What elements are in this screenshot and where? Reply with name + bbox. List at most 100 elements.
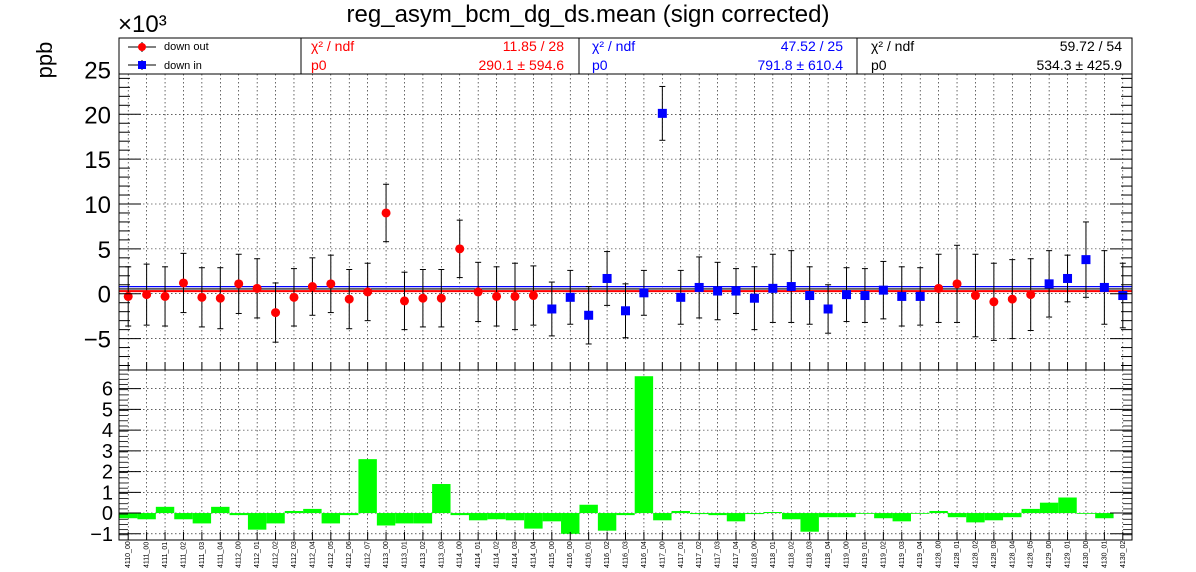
residual-bar	[229, 513, 248, 516]
y-tick-label: −5	[84, 327, 111, 354]
x-tick-label: 4116_00	[567, 541, 574, 568]
x-tick-label: 4115_00	[549, 541, 556, 568]
residual-bar	[1039, 502, 1059, 514]
y-tick-label: 15	[84, 147, 111, 174]
stats-red-chi-label: χ² / ndf	[311, 38, 354, 54]
x-tick-label: 4130_00	[1083, 541, 1090, 568]
data-point-down-in	[860, 291, 870, 301]
bottom-bars	[119, 376, 1114, 534]
x-tick-label: 4116_02	[604, 541, 611, 568]
data-point-down-out	[473, 287, 483, 297]
data-point-down-out	[510, 291, 520, 301]
data-point-down-in	[713, 286, 723, 296]
x-tick-label: 4128_05	[1028, 541, 1035, 568]
y-tick-label: 4	[102, 420, 113, 442]
data-point-down-out	[989, 297, 999, 307]
y-tick-label: 1	[102, 482, 113, 504]
residual-bar	[579, 504, 598, 514]
x-tick-label: 4110_00	[125, 541, 132, 568]
data-point-down-in	[842, 290, 852, 300]
x-tick-label: 4114_03	[512, 541, 519, 568]
x-tick-label: 4129_00	[1046, 541, 1053, 568]
y-tick-label: 0	[98, 282, 111, 309]
data-point-down-in	[805, 291, 815, 301]
x-tick-label: 4128_02	[972, 541, 979, 568]
x-tick-label: 4119_01	[862, 541, 869, 568]
y-tick-label: 6	[102, 379, 113, 401]
data-point-down-out	[1026, 290, 1036, 300]
residual-bar	[137, 513, 156, 520]
x-tick-label: 4119_03	[899, 541, 906, 568]
y-axis-label: ppb	[32, 42, 57, 79]
stats-black-chi-label: χ² / ndf	[871, 38, 914, 54]
y-tick-label: 3	[102, 441, 113, 463]
residual-bar	[874, 513, 893, 519]
y-tick-label: 25	[84, 57, 111, 84]
data-point-down-in	[1063, 273, 1073, 283]
data-point-down-out	[252, 283, 262, 293]
x-tick-label: 4111_01	[162, 542, 169, 568]
residual-bar	[413, 513, 433, 524]
x-tick-label: 4117_03	[715, 541, 722, 568]
data-point-down-in	[565, 292, 575, 302]
chart-title: reg_asym_bcm_dg_ds.mean (sign corrected)	[347, 1, 830, 28]
data-point-down-in	[731, 286, 741, 296]
data-point-down-in	[602, 273, 612, 283]
data-point-down-in	[657, 108, 667, 118]
legend-marker-down-in	[138, 61, 146, 69]
data-point-down-out	[418, 293, 428, 303]
stats-red-p-value: 290.1 ± 594.6	[478, 57, 564, 73]
data-point-down-in	[639, 288, 649, 298]
x-tick-label: 4117_02	[696, 541, 703, 568]
y-tick-label: 5	[98, 237, 111, 264]
x-tick-label: 4118_03	[807, 541, 814, 568]
data-point-down-out	[970, 291, 980, 301]
residual-bar	[321, 513, 341, 524]
data-point-down-out	[344, 294, 354, 304]
residual-bar	[597, 513, 617, 531]
residual-bar	[800, 513, 819, 532]
x-tick-label: 4119_00	[844, 541, 851, 568]
data-point-down-out	[160, 291, 170, 301]
data-point-down-in	[823, 304, 833, 314]
residual-bar	[468, 513, 488, 521]
x-tick-label: 4114_00	[457, 541, 464, 568]
residual-bar	[247, 513, 267, 530]
data-point-down-in	[1099, 282, 1109, 292]
residual-bar	[745, 513, 764, 515]
stats-red-p-label: p0	[311, 57, 327, 73]
residual-bar	[947, 513, 967, 518]
residual-bar	[763, 512, 783, 514]
residual-bar	[542, 513, 562, 522]
x-tick-label: 4128_04	[1009, 541, 1016, 568]
stats-blue-p-value: 791.8 ± 610.4	[757, 57, 843, 73]
residual-bar	[653, 513, 672, 521]
stats-black-p-value: 534.3 ± 425.9	[1036, 57, 1122, 73]
legend-label-down-in: down in	[164, 60, 202, 72]
residual-bar	[395, 513, 414, 524]
residual-bar	[303, 508, 322, 514]
residual-bar	[561, 513, 580, 534]
x-tick-label: 4112_00	[236, 541, 243, 568]
x-tick-label: 4113_02	[420, 541, 427, 568]
x-tick-label: 4119_02	[880, 541, 887, 568]
data-point-down-out	[234, 279, 244, 289]
x-tick-label: 4118_04	[825, 541, 832, 568]
x-tick-label: 4116_03	[623, 541, 630, 568]
residual-bar	[266, 513, 285, 524]
x-tick-label: 4129_01	[1065, 541, 1072, 568]
data-point-down-in	[915, 291, 925, 301]
residual-bar	[487, 513, 506, 520]
data-point-down-out	[934, 283, 944, 293]
data-point-down-out	[326, 279, 336, 289]
x-tick-label: 4128_03	[991, 541, 998, 568]
legend-label-down-out: down out	[164, 41, 209, 53]
residual-bar	[634, 376, 654, 514]
x-tick-label: 4113_00	[383, 541, 390, 568]
data-point-down-in	[786, 282, 796, 292]
residual-bar	[1058, 497, 1077, 514]
data-point-down-out	[289, 292, 299, 302]
data-point-down-out	[528, 291, 538, 301]
y-tick-label: 2	[102, 462, 113, 484]
